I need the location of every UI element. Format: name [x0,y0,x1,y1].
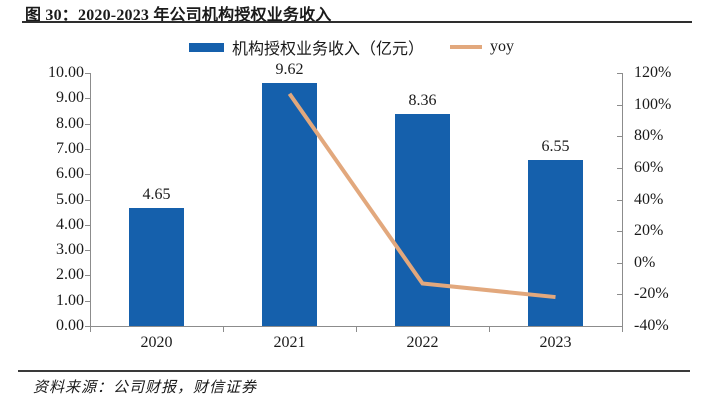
x-tick-mark [90,326,91,332]
y-left-tick-mark [85,98,90,100]
legend-bar-swatch-icon [188,42,224,52]
y-right-tick-mark [617,262,622,264]
x-tick-mark [356,326,357,332]
y-left-tick-mark [85,123,90,125]
bar-value-label: 6.55 [541,138,570,156]
y-right-tick-label: 20% [634,222,664,240]
y-left-tick-mark [85,73,90,74]
bar [395,114,450,326]
y-left-tick-label: 6.00 [56,165,84,183]
bar [129,208,184,326]
y-left-tick-label: 4.00 [56,215,84,233]
x-tick-mark [622,326,623,332]
y-right-tick-label: 80% [634,127,664,145]
source-note: 资料来源：公司财报，财信证券 [33,380,258,396]
y-right-tick-label: 0% [634,253,656,271]
right-axis-line [622,73,623,332]
y-right-tick-mark [617,104,622,106]
y-left-tick-label: 8.00 [56,114,84,132]
bar [528,160,583,326]
legend-bar-label: 机构授权业务收入（亿元） [231,41,424,58]
y-left-tick-label: 1.00 [56,291,84,309]
y-left-tick-mark [85,199,90,201]
x-tick-mark [223,326,224,332]
y-left-tick-mark [85,275,90,277]
x-tick-label: 2020 [140,334,173,351]
y-left-tick-label: 5.00 [56,190,84,208]
legend-line-label: yoy [490,38,514,55]
y-left-tick-label: 9.00 [56,89,84,107]
bar [262,82,317,326]
bar-value-label: 9.62 [275,60,304,78]
y-right-tick-mark [617,136,622,138]
y-right-tick-mark [617,73,622,74]
figure-title: 图 30：2020-2023 年公司机构授权业务收入 [25,7,332,24]
y-left-tick-label: 2.00 [56,266,84,284]
x-tick-mark [489,326,490,332]
y-left-tick-mark [85,326,90,327]
y-right-tick-label: 120% [634,64,672,81]
y-right-tick-label: -20% [634,285,669,303]
y-right-tick-label: 40% [634,190,664,208]
y-right-tick-mark [617,167,622,169]
bar-value-label: 8.36 [408,92,437,110]
left-axis-line [90,73,91,332]
x-tick-label: 2022 [406,334,439,351]
y-left-tick-mark [85,174,90,176]
y-left-tick-mark [85,148,90,150]
y-left-tick-label: 10.00 [48,64,84,81]
y-right-tick-mark [617,294,622,296]
title-divider [22,21,692,23]
y-left-tick-label: 3.00 [56,241,84,259]
legend-line-swatch-icon [450,45,482,49]
footer-divider [18,370,690,372]
y-left-tick-mark [85,300,90,302]
bar-value-label: 4.65 [142,186,171,204]
y-right-tick-label: -40% [634,317,669,334]
y-left-tick-label: 0.00 [56,317,84,334]
y-left-tick-label: 7.00 [56,139,84,157]
y-right-tick-mark [617,231,622,233]
x-tick-label: 2021 [273,334,306,351]
x-tick-label: 2023 [539,334,572,351]
y-left-tick-mark [85,250,90,252]
chart-legend: 机构授权业务收入（亿元） yoy [0,36,703,58]
y-left-tick-mark [85,224,90,226]
y-right-tick-mark [617,199,622,201]
y-right-tick-label: 100% [634,95,672,113]
y-right-tick-label: 60% [634,158,664,176]
y-right-tick-mark [617,326,622,327]
